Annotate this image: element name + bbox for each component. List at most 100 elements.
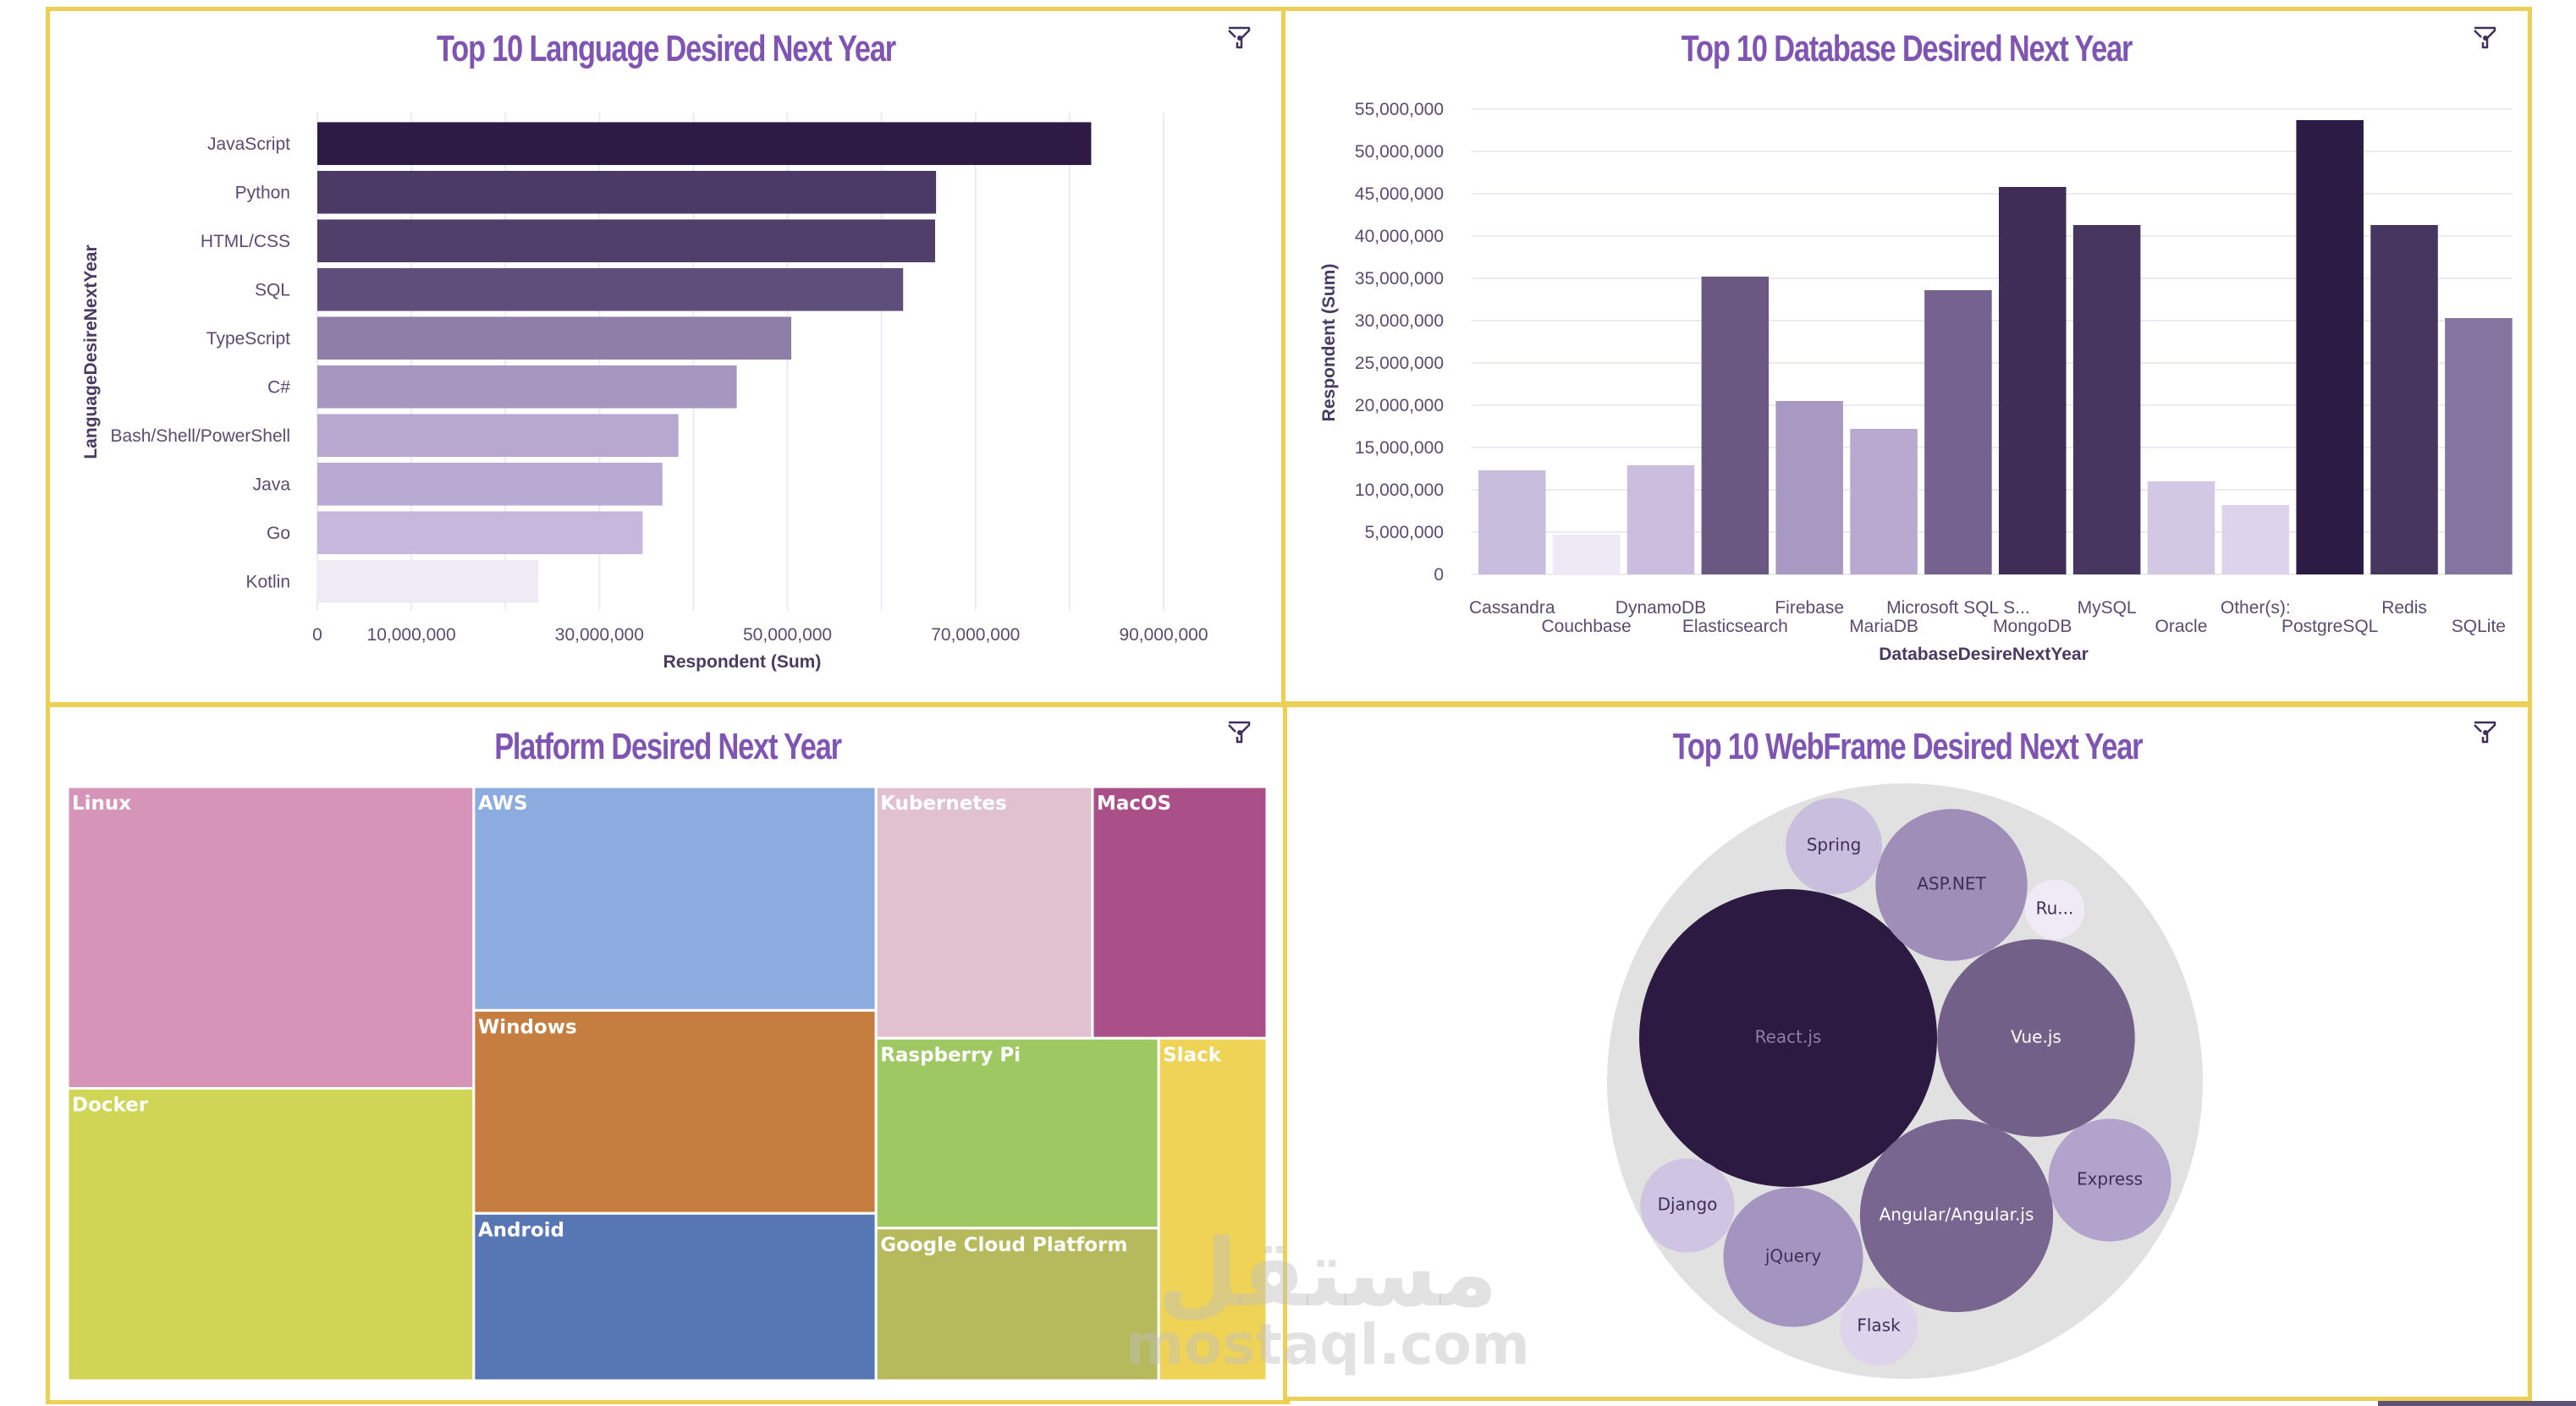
- bubble-label: Express: [2077, 1169, 2143, 1189]
- y-tick-label: 35,000,000: [1355, 269, 1444, 288]
- treemap-label: Docker: [72, 1095, 149, 1117]
- webframe-chart-title: Top 10 WebFrame Desired Next Year: [1672, 726, 2144, 767]
- bar-bash-shell-powershell: [317, 414, 679, 458]
- category-label: Other(s):: [2221, 598, 2291, 618]
- bar-postgresql: [2296, 120, 2364, 574]
- filter-icon: [2472, 721, 2497, 748]
- y-tick-label: 25,000,000: [1355, 354, 1444, 373]
- category-label: Cassandra: [1469, 598, 1555, 618]
- category-label: DynamoDB: [1616, 598, 1706, 618]
- treemap-label: Windows: [478, 1016, 577, 1038]
- y-tick-label: 40,000,000: [1355, 227, 1444, 246]
- y-axis-title: LanguageDesireNextYear: [81, 244, 101, 459]
- bar-oracle: [2147, 481, 2215, 574]
- filter-icon: [2472, 26, 2497, 53]
- category-label: JavaScript: [207, 135, 290, 154]
- bubble-label: Flask: [1857, 1315, 1901, 1336]
- bar-java: [317, 462, 663, 506]
- treemap-tile-google-cloud-platform: [874, 1227, 1160, 1382]
- bubble-label: Vue.js: [2011, 1027, 2061, 1047]
- bar-redis: [2370, 225, 2438, 574]
- bubble-angular-angular-js: [1859, 1118, 2054, 1313]
- bar-kotlin: [317, 559, 539, 603]
- bubble-label: Ru...: [2036, 898, 2074, 919]
- y-tick-label: 5,000,000: [1365, 523, 1444, 542]
- bubble-ru: [2024, 879, 2085, 940]
- treemap-tile-aws: [472, 785, 878, 1012]
- bubble-spring: [1785, 797, 1883, 895]
- database-chart-title: Top 10 Database Desired Next Year: [1681, 28, 2133, 69]
- treemap-label: Google Cloud Platform: [880, 1234, 1127, 1256]
- bubble-express: [2048, 1118, 2171, 1242]
- category-label: HTML/CSS: [201, 232, 290, 251]
- treemap-tile-slack: [1157, 1036, 1269, 1382]
- language-filter-button[interactable]: [1226, 25, 1252, 50]
- bar-javascript: [317, 122, 1092, 166]
- bottom-scroll-bar[interactable]: [2378, 1401, 2576, 1406]
- treemap-tile-docker: [66, 1087, 476, 1382]
- bar-mongodb: [1999, 187, 2067, 574]
- category-label: PostgreSQL: [2282, 617, 2378, 636]
- category-label: Python: [235, 183, 290, 202]
- y-tick-label: 20,000,000: [1355, 396, 1444, 415]
- x-tick-label: 10,000,000: [367, 625, 456, 645]
- bubble-flask: [1840, 1288, 1918, 1365]
- treemap-label: Slack: [1163, 1044, 1222, 1066]
- x-tick-label: 90,000,000: [1119, 625, 1208, 645]
- bar-typescript: [317, 316, 791, 360]
- x-tick-label: 0: [312, 625, 322, 645]
- treemap-tile-android: [472, 1211, 878, 1382]
- treemap-tile-macos: [1091, 785, 1269, 1040]
- treemap-tile-raspberry-pi: [874, 1036, 1160, 1230]
- y-tick-label: 0: [1434, 565, 1444, 585]
- y-tick-label: 50,000,000: [1355, 142, 1444, 162]
- bubble-vue-js: [1937, 939, 2135, 1137]
- bar-microsoft-sql-s-: [1924, 290, 1992, 574]
- y-tick-label: 10,000,000: [1355, 481, 1444, 500]
- treemap-label: MacOS: [1097, 793, 1171, 815]
- category-label: Kotlin: [245, 572, 290, 591]
- treemap-label: Raspberry Pi: [880, 1044, 1021, 1066]
- treemap-tile-windows: [472, 1008, 878, 1215]
- bar-mysql: [2072, 225, 2141, 574]
- category-label: MySQL: [2078, 598, 2137, 618]
- category-label: MariaDB: [1849, 617, 1918, 636]
- language-bar-chart: JavaScript Python HTML/CSS SQL TypeScript C# B…: [81, 113, 1208, 672]
- y-tick-label: 15,000,000: [1355, 438, 1444, 458]
- webframe-filter-button[interactable]: [2472, 719, 2497, 744]
- bar-couchbase: [1552, 535, 1621, 574]
- x-axis-title: DatabaseDesireNextYear: [1879, 645, 2089, 664]
- bubble-jquery: [1723, 1187, 1863, 1327]
- bubble-label: Angular/Angular.js: [1880, 1205, 2034, 1225]
- bubble-label: jQuery: [1764, 1246, 1822, 1266]
- category-label: Elasticsearch: [1682, 617, 1788, 636]
- category-label: SQL: [255, 280, 290, 299]
- bar-cassandra: [1478, 470, 1546, 574]
- platform-chart-title: Platform Desired Next Year: [494, 726, 842, 767]
- category-label: Redis: [2381, 598, 2427, 618]
- category-label: SQLite: [2452, 617, 2506, 636]
- x-tick-label: 50,000,000: [743, 625, 832, 645]
- platform-treemap: Linux Docker AWS Windows Android Kubernetes Ma…: [66, 785, 1269, 1382]
- bar-python: [317, 170, 937, 214]
- category-label: C#: [267, 377, 290, 397]
- treemap-tile-linux: [66, 785, 476, 1090]
- database-filter-button[interactable]: [2472, 25, 2497, 50]
- bubble-react-js: [1639, 889, 1937, 1187]
- treemap-label: Android: [478, 1219, 564, 1241]
- category-label: Bash/Shell/PowerShell: [111, 426, 290, 446]
- x-tick-label: 30,000,000: [555, 625, 644, 645]
- bar-mariadb: [1850, 429, 1918, 574]
- bubble-label: Spring: [1807, 835, 1862, 855]
- category-label: Java: [253, 475, 291, 494]
- treemap-label: Kubernetes: [880, 793, 1006, 815]
- bar-elasticsearch: [1701, 277, 1770, 574]
- bar-html-css: [317, 219, 935, 263]
- bar-c-: [317, 365, 737, 409]
- category-label: Microsoft SQL S...: [1886, 598, 2030, 618]
- bar-dynamodb: [1627, 465, 1695, 574]
- category-label: Couchbase: [1541, 617, 1631, 636]
- language-chart-title: Top 10 Language Desired Next Year: [437, 28, 896, 69]
- bubble-asp-net: [1875, 809, 2028, 961]
- platform-filter-button[interactable]: [1226, 719, 1252, 744]
